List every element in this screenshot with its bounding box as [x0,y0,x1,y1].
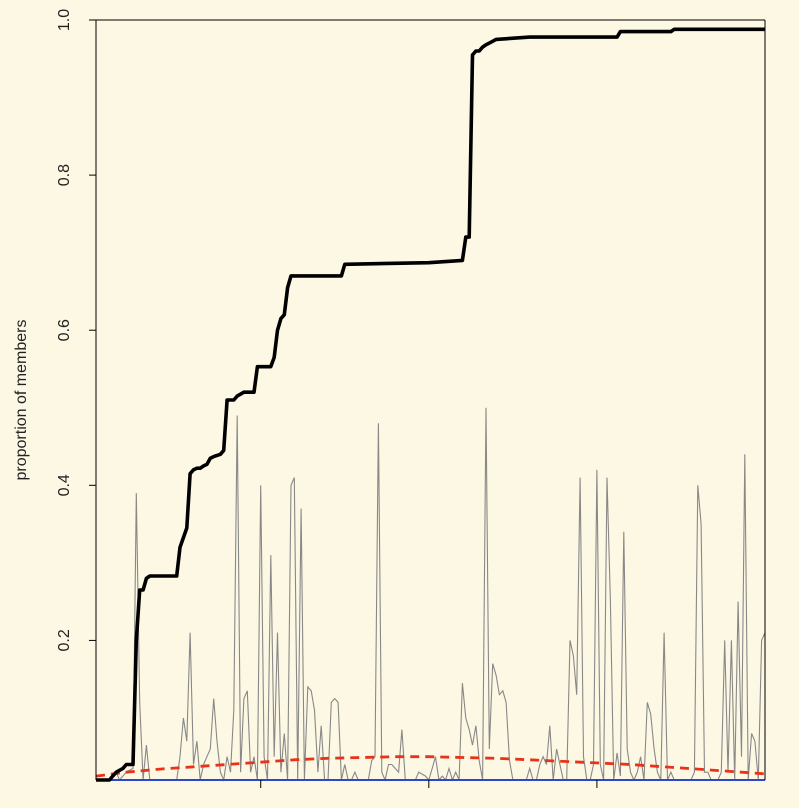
y-tick-label: 1.0 [56,9,73,31]
y-tick-label: 0.6 [56,319,73,341]
expected-dashed-line [95,755,766,778]
y-tick-label: 0.2 [56,629,73,651]
y-axis-label: proportion of members [13,320,30,481]
y-tick-label: 0.8 [56,164,73,186]
plot-background [96,20,765,780]
series-group [95,27,766,783]
axes-group: 0.2 0.4 0.6 0.8 1.0 [56,9,766,788]
per-step-line [96,407,766,783]
cumulative-line [96,27,765,782]
y-tick-label: 0.4 [56,474,73,496]
